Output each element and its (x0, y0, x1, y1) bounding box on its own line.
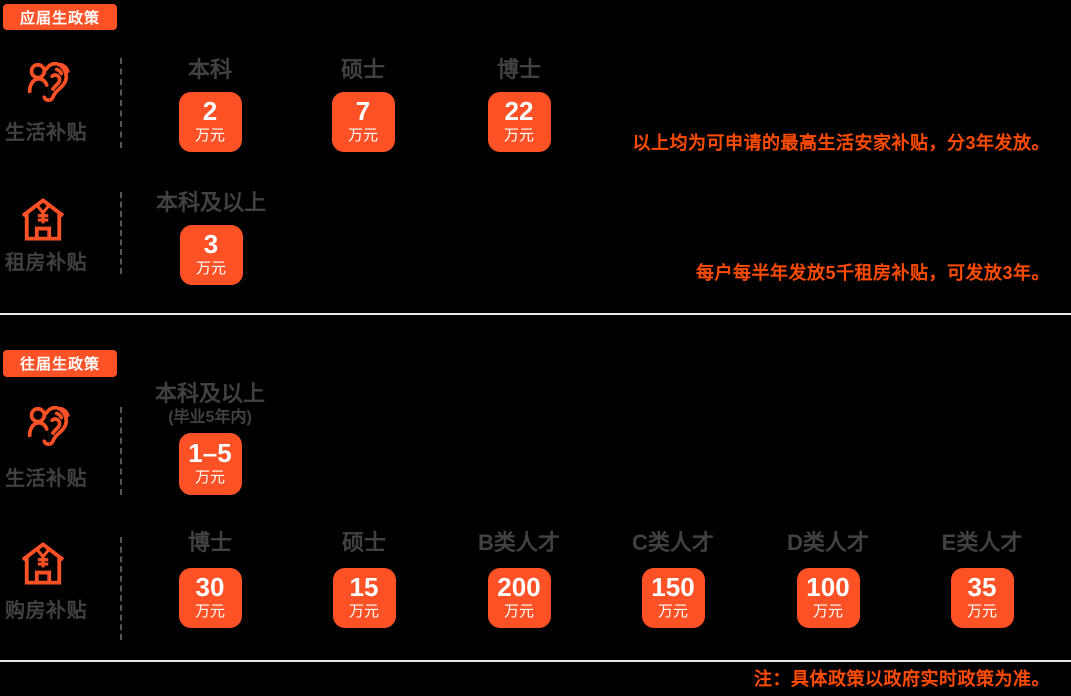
column-phd: 博士 22 万元 (456, 57, 582, 152)
value-unit: 万元 (812, 603, 843, 620)
value-box: 30 万元 (178, 568, 242, 628)
column-subheader: (毕业5年内) (168, 409, 252, 426)
column-header: 本科及以上 (155, 190, 266, 215)
dashed-separator (120, 192, 122, 274)
value-box: 15 万元 (332, 568, 396, 628)
value-box: 1–5 万元 (178, 433, 242, 495)
category-label-rent-subsidy: 租房补贴 (5, 252, 87, 274)
annotation-rent-subsidy: 每户每半年发放5千租房补贴，可发放3年。 (695, 263, 1050, 283)
column-e-class-talent: E类人才 35 万元 (919, 530, 1045, 628)
column-bachelor: 本科 2 万元 (147, 57, 273, 152)
value-box: 3 万元 (179, 225, 243, 285)
value-box: 35 万元 (950, 568, 1014, 628)
footer-note: 注：具体政策以政府实时政策为准。 (754, 669, 1050, 689)
dashed-separator (120, 407, 122, 495)
column-master: 硕士 15 万元 (301, 530, 427, 628)
column-header: B类人才 (478, 530, 560, 555)
column-bachelor-and-above-5yr: 本科及以上 (毕业5年内) 1–5 万元 (147, 381, 273, 495)
column-header: C类人才 (632, 530, 714, 555)
footer-divider (0, 660, 1071, 662)
column-header: 博士 (496, 57, 541, 82)
value-unit: 万元 (347, 127, 378, 144)
value-amount: 200 (497, 572, 541, 602)
value-amount: 100 (806, 572, 850, 602)
value-box: 7 万元 (331, 92, 395, 152)
value-amount: 1–5 (188, 438, 232, 468)
value-unit: 万元 (503, 127, 534, 144)
value-amount: 7 (355, 96, 371, 126)
house-yuan-icon (21, 196, 65, 243)
value-amount: 2 (202, 96, 218, 126)
section-divider (0, 313, 1071, 315)
value-unit: 万元 (194, 469, 225, 486)
value-unit: 万元 (195, 260, 226, 277)
dashed-separator (120, 58, 122, 148)
column-bachelor-and-above: 本科及以上 3 万元 (148, 190, 274, 285)
value-box: 200 万元 (487, 568, 551, 628)
value-amount: 3 (203, 229, 219, 259)
column-header: D类人才 (787, 530, 869, 555)
column-c-class-talent: C类人才 150 万元 (610, 530, 736, 628)
column-header: 博士 (187, 530, 232, 555)
value-unit: 万元 (194, 127, 225, 144)
house-yuan-icon (21, 540, 65, 587)
value-unit: 万元 (503, 603, 534, 620)
value-box: 22 万元 (487, 92, 551, 152)
column-header: 本科及以上 (154, 381, 265, 406)
category-label-living-subsidy: 生活补贴 (5, 468, 87, 490)
column-header: 本科 (187, 57, 232, 82)
value-amount: 35 (967, 572, 997, 602)
category-label-purchase-subsidy: 购房补贴 (5, 600, 87, 622)
value-box: 100 万元 (796, 568, 860, 628)
value-box: 150 万元 (641, 568, 705, 628)
dashed-separator (120, 537, 122, 640)
column-header: 硕士 (341, 530, 386, 555)
value-box: 2 万元 (178, 92, 242, 152)
column-d-class-talent: D类人才 100 万元 (765, 530, 891, 628)
value-amount: 15 (349, 572, 379, 602)
value-amount: 22 (504, 96, 534, 126)
badge-previous-graduate-policy: 往届生政策 (3, 350, 117, 377)
value-unit: 万元 (194, 603, 225, 620)
value-unit: 万元 (348, 603, 379, 620)
badge-fresh-graduate-policy: 应届生政策 (3, 4, 117, 30)
value-unit: 万元 (657, 603, 688, 620)
column-master: 硕士 7 万元 (300, 57, 426, 152)
column-phd: 博士 30 万元 (147, 530, 273, 628)
value-amount: 150 (651, 572, 695, 602)
column-header: 硕士 (340, 57, 385, 82)
column-header: E类人才 (941, 530, 1023, 555)
annotation-living-subsidy: 以上均为可申请的最高生活安家补贴，分3年发放。 (632, 133, 1050, 153)
value-amount: 30 (195, 572, 225, 602)
people-care-icon (26, 404, 70, 452)
value-unit: 万元 (966, 603, 997, 620)
column-b-class-talent: B类人才 200 万元 (456, 530, 582, 628)
category-label-living-subsidy: 生活补贴 (5, 122, 87, 144)
people-care-icon (26, 60, 70, 108)
